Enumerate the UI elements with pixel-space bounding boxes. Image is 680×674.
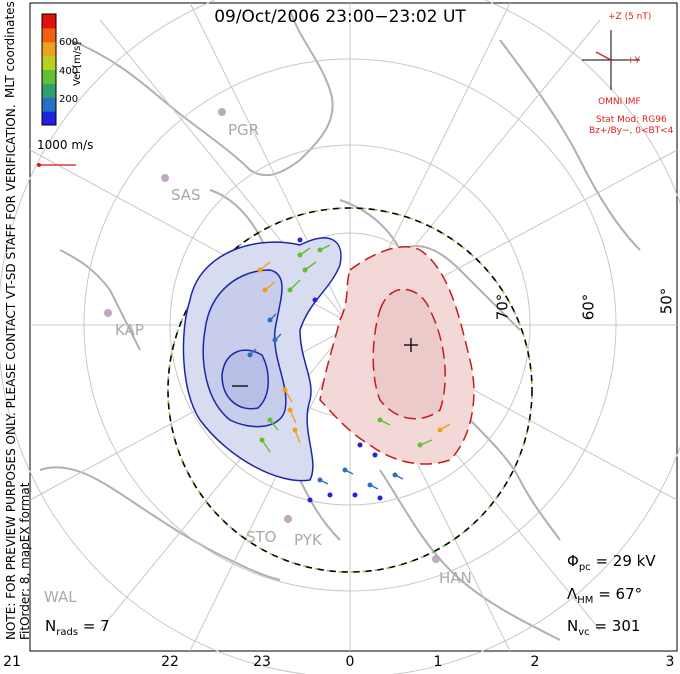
colorbar-tick-200: 200 — [59, 94, 79, 105]
lat-label-70: 70° — [493, 293, 512, 321]
station-wal: WAL — [44, 588, 77, 606]
negative-potential-cell — [182, 237, 342, 482]
preview-note: NOTE: FOR PREVIEW PURPOSES ONLY. PLEASE … — [4, 104, 32, 640]
colorbar-segment — [42, 55, 56, 70]
station-han: HAN — [439, 569, 472, 587]
velocity-colorbar — [41, 13, 57, 126]
colorbar-segment — [42, 41, 56, 57]
imf-z-label: +Z (5 nT) — [608, 12, 652, 22]
mlt-tick-22: 22 — [161, 654, 179, 670]
station-markers — [104, 108, 440, 563]
imf-y-label: +Y — [627, 56, 641, 66]
station-kap: KAP — [115, 321, 144, 339]
colorbar-segment — [42, 83, 56, 98]
positive-potential-cell — [319, 246, 475, 465]
mlt-tick-21: 21 — [3, 654, 21, 670]
station-sto: STO — [246, 528, 277, 546]
colorbar-segment — [42, 111, 56, 126]
hm-boundary — [167, 207, 533, 573]
stat-n-rads: Nrads = 7 — [45, 617, 110, 638]
reference-vector — [37, 163, 76, 167]
note-line-1: NOTE: FOR PREVIEW PURPOSES ONLY. PLEASE … — [4, 104, 18, 640]
stat-phi-pc: Φpc = 29 kV — [567, 552, 656, 573]
coastlines — [39, 9, 641, 641]
station-pyk: PYK — [294, 531, 322, 549]
colorbar-segment — [42, 14, 56, 29]
mlt-tick-1: 1 — [433, 654, 443, 670]
hm-boundary-green — [167, 207, 533, 573]
colorbar-segment — [42, 97, 56, 112]
imf-source: OMNI IMF — [598, 97, 641, 107]
imf-clock — [582, 30, 640, 90]
mlt-coordinates-label: MLT coordinates — [3, 1, 17, 98]
reference-vector-label: 1000 m/s — [37, 138, 94, 152]
note-line-2: FitOrder: 8, mapEX format — [18, 482, 32, 640]
map-title: 09/Oct/2006 23:00−23:02 UT — [214, 7, 466, 27]
colorbar-segment — [42, 27, 56, 43]
imf-condition: Bz+/By−, 0<BT<4 — [589, 126, 674, 136]
velocity-vectors — [247, 237, 451, 503]
imf-stat-mod: Stat Mod: RG96 — [596, 115, 667, 125]
mlt-tick-0: 0 — [345, 654, 355, 670]
station-sas: SAS — [171, 186, 201, 204]
colorbar-border — [41, 13, 57, 126]
mlt-tick-3: 3 — [665, 654, 675, 670]
mlt-tick-23: 23 — [253, 654, 271, 670]
station-pgr: PGR — [228, 121, 260, 139]
colorbar-segment — [42, 69, 56, 84]
plot-frame — [29, 2, 678, 652]
colorbar-tick-400: 400 — [59, 66, 79, 77]
colorbar-tick-600: 600 — [59, 37, 79, 48]
lat-label-60: 60° — [579, 293, 598, 321]
lat-label-50: 50° — [657, 287, 676, 315]
stat-lambda-hm: ΛHM = 67° — [567, 585, 643, 606]
colorbar-label: Vel [m/s] — [72, 41, 83, 86]
stat-n-vc: Nvc = 301 — [567, 617, 641, 638]
mlt-tick-2: 2 — [530, 654, 540, 670]
